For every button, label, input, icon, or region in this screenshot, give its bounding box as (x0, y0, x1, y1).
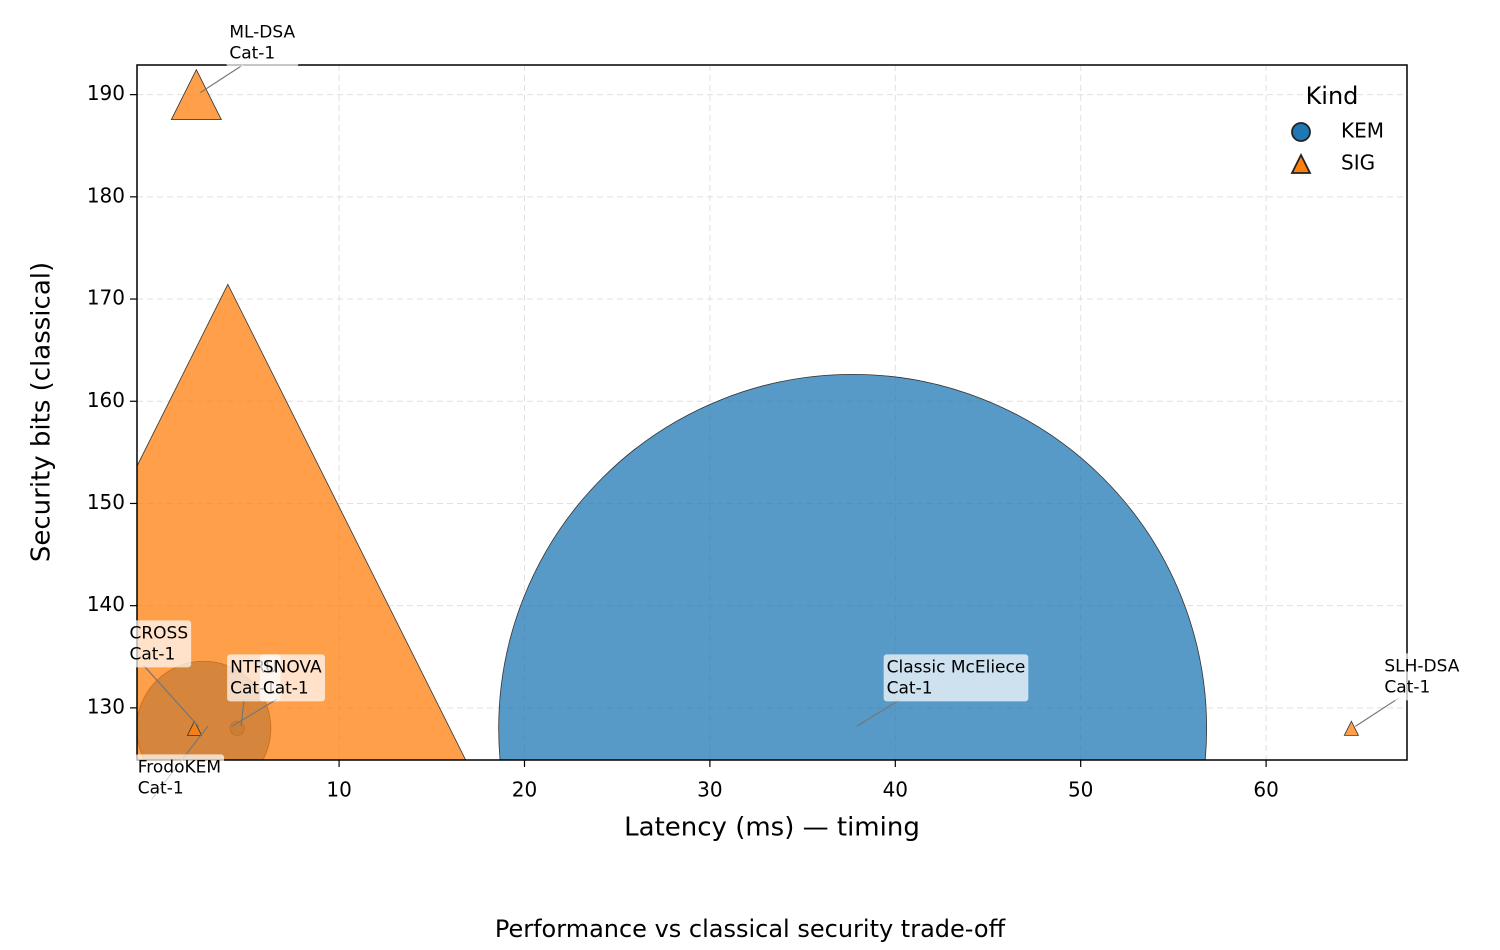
x-tick-label: 10 (326, 778, 351, 802)
legend-title: Kind (1306, 82, 1359, 110)
annotation-leader (1355, 697, 1399, 727)
annotation-label: SNOVA (263, 657, 322, 677)
annotation-leader (143, 664, 199, 727)
annotation-label: Classic McEliece (887, 657, 1026, 677)
y-axis-label: Security bits (classical) (27, 262, 57, 562)
bubble (186, 720, 203, 736)
annotation-label: ML-DSA (229, 23, 295, 43)
y-tick-label: 170 (87, 286, 125, 310)
chart-title: Performance vs classical security trade-… (495, 915, 1006, 943)
annotation-label: Cat-1 (229, 44, 275, 64)
annotation-box (226, 19, 299, 67)
annotation-label: Cat-1 (263, 678, 309, 698)
bubble (498, 374, 1207, 760)
annotation-box (134, 754, 225, 802)
x-tick-label: 60 (1253, 778, 1278, 802)
annotation-label: CROSS (129, 623, 188, 643)
x-tick-label: 50 (1068, 778, 1093, 802)
annotations: Classic McElieceCat-1FrodoKEMCat-1NTRUCa… (126, 19, 1463, 802)
y-tick-label: 160 (87, 388, 125, 412)
annotation-box (1381, 653, 1463, 701)
plot-marks (137, 68, 1360, 760)
annotation-leader (231, 698, 278, 727)
ticks: 10 20 30 40 50 60 130 140 150 160 170 180 190 (87, 81, 1279, 801)
legend: Kind KEM SIG (1290, 82, 1384, 175)
annotation-label: Cat-1 (887, 678, 933, 698)
bubble (170, 68, 222, 121)
y-tick-label: 130 (87, 694, 125, 718)
annotation-box (259, 654, 325, 702)
annotation-label: SLH-DSA (1384, 656, 1459, 676)
legend-label: KEM (1341, 119, 1384, 143)
annotation-leader (856, 698, 901, 727)
x-tick-label: 20 (512, 778, 537, 802)
annotation-leader (200, 64, 244, 94)
x-axis-label: Latency (ms) — timing (624, 813, 920, 843)
annotation-leader (240, 699, 245, 727)
bubble (137, 283, 467, 760)
legend-marker (1290, 152, 1312, 174)
annotation-box (126, 620, 192, 668)
annotation-label: FrodoKEM (138, 757, 221, 777)
bubble (1343, 720, 1360, 736)
y-tick-label: 190 (87, 81, 125, 105)
y-tick-label: 180 (87, 183, 125, 207)
y-tick-label: 140 (87, 592, 125, 616)
annotation-box (883, 654, 1029, 702)
legend-label: SIG (1341, 151, 1375, 175)
x-tick-label: 30 (697, 778, 722, 802)
annotation-label: Cat-1 (138, 778, 184, 798)
plot-frame (136, 64, 1408, 761)
annotation-label: Cat-1 (129, 644, 175, 664)
y-tick-label: 150 (87, 490, 125, 514)
x-tick-label: 40 (883, 778, 908, 802)
annotation-label: Cat-1 (1384, 677, 1430, 697)
legend-marker (1291, 122, 1311, 142)
